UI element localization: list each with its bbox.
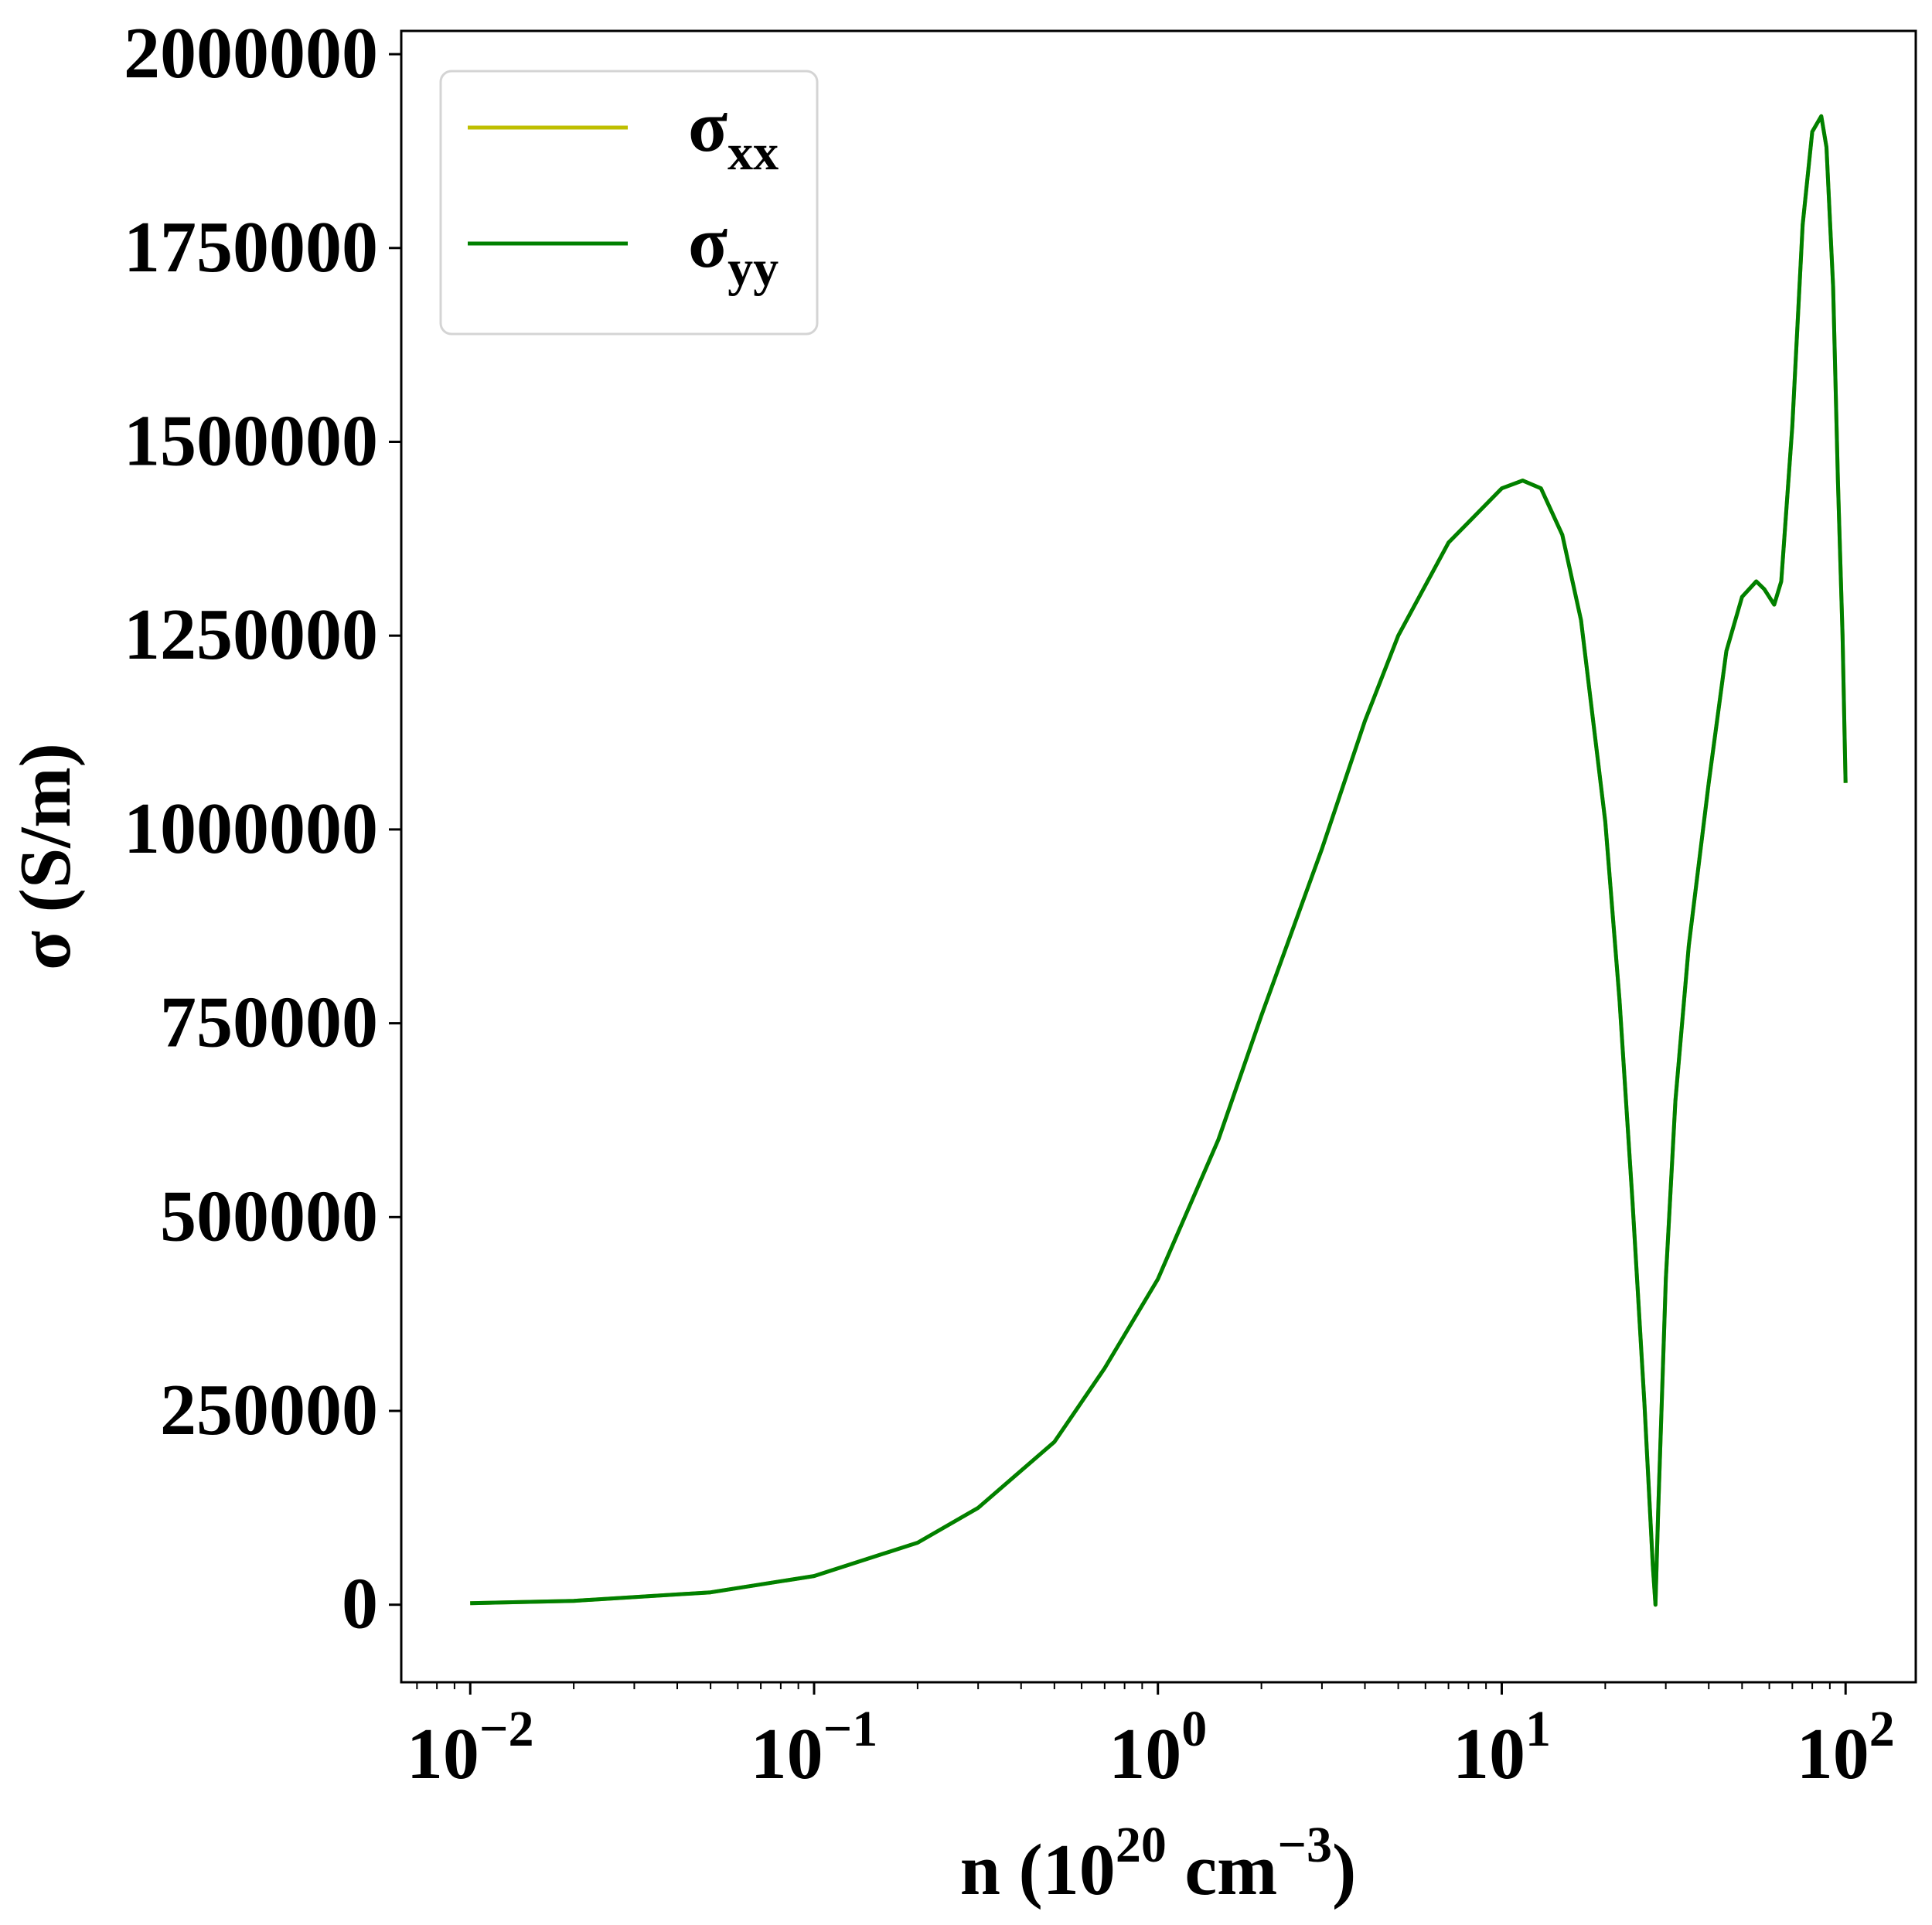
- y-tick-label: 250000: [160, 1370, 378, 1450]
- x-tick-base: 10: [1109, 1714, 1181, 1794]
- legend-box: [439, 70, 819, 336]
- x-axis-label-mid: cm: [1167, 1830, 1278, 1910]
- x-tick-label: 102: [1797, 1701, 1895, 1794]
- y-tick-label: 1500000: [124, 400, 378, 481]
- x-axis-label-sup2: −3: [1277, 1817, 1332, 1873]
- series-layer: [470, 114, 1848, 1607]
- x-tick-label: 10−2: [407, 1701, 534, 1794]
- legend-label-subscript: yy: [727, 240, 779, 297]
- legend-label-base: σ: [688, 87, 727, 167]
- legend-label-1: σxx: [688, 87, 779, 181]
- y-tick-label: 0: [342, 1564, 378, 1644]
- x-axis: 10−2 10−1 100 101 102: [407, 1682, 1895, 1794]
- y-tick-label: 1000000: [124, 789, 378, 869]
- x-tick-label: 101: [1453, 1701, 1551, 1794]
- x-axis-label-sup1: 20: [1116, 1817, 1167, 1873]
- legend-label-base: σ: [688, 203, 727, 283]
- y-axis: 0 250000 500000 750000 1000000 1250000 1500000…: [124, 13, 401, 1644]
- x-tick-base: 10: [751, 1714, 823, 1794]
- series-line-2: [470, 114, 1848, 1607]
- x-tick-base: 10: [1453, 1714, 1525, 1794]
- legend-label-subscript: xx: [727, 124, 779, 181]
- x-tick-base: 10: [1797, 1714, 1869, 1794]
- x-tick-exponent: 2: [1869, 1701, 1895, 1757]
- x-axis-label-pre: n (10: [960, 1830, 1116, 1910]
- y-tick-label: 750000: [160, 983, 378, 1063]
- y-axis-label: σ (S/m): [5, 743, 86, 970]
- x-tick-label: 10−1: [751, 1701, 878, 1794]
- y-tick-label: 1250000: [124, 595, 378, 675]
- legend-label-2: σyy: [688, 203, 779, 297]
- x-tick-exponent: −2: [479, 1701, 534, 1757]
- x-tick-exponent: −1: [823, 1701, 878, 1757]
- y-tick-label: 500000: [160, 1176, 378, 1256]
- x-axis-label-post: ): [1332, 1830, 1356, 1910]
- x-tick-exponent: 1: [1525, 1701, 1551, 1757]
- x-tick-base: 10: [407, 1714, 479, 1794]
- x-tick-label: 100: [1109, 1701, 1207, 1794]
- x-tick-exponent: 0: [1181, 1701, 1207, 1757]
- y-tick-label: 1750000: [124, 207, 378, 288]
- x-axis-label: n (1020 cm−3): [960, 1817, 1357, 1910]
- y-tick-label: 2000000: [124, 13, 378, 94]
